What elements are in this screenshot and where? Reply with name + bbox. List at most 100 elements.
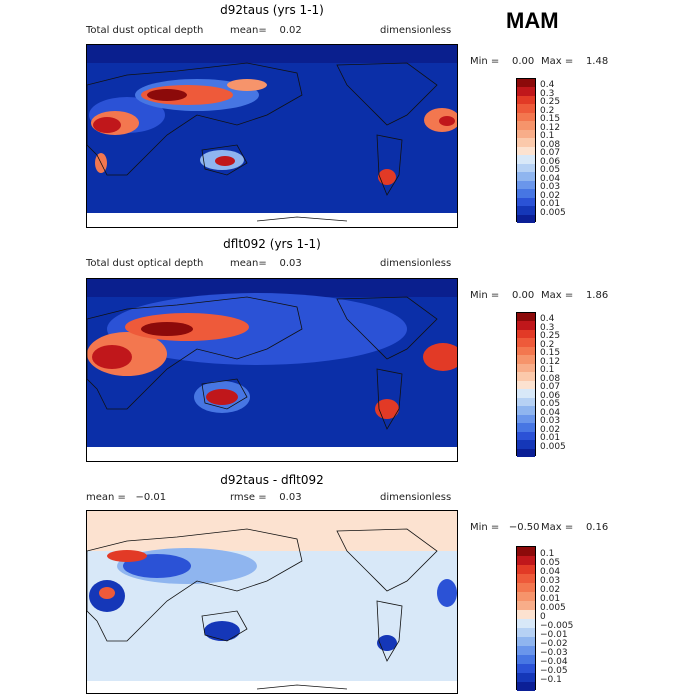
diff-sahara-pos bbox=[99, 587, 115, 599]
colorbar-segment bbox=[517, 380, 535, 390]
colorbar-tick-label: −0.03 bbox=[540, 648, 568, 658]
colorbar-tick-label: −0.04 bbox=[540, 657, 568, 667]
colorbar-tick-label: 0.02 bbox=[540, 424, 561, 435]
continent-eurasia-africa bbox=[87, 296, 303, 410]
colorbar-segment bbox=[517, 619, 535, 628]
panel-2-variable-label: Total dust optical depth bbox=[86, 258, 204, 269]
panel-3-map-svg bbox=[87, 511, 457, 693]
missing-data-band bbox=[87, 213, 457, 227]
colorbar-segment bbox=[517, 172, 535, 181]
colorbar-segment bbox=[517, 610, 535, 619]
colorbar-segment bbox=[517, 121, 535, 130]
panel-1-max: Max = 1.48 bbox=[541, 56, 609, 67]
colorbar-segment bbox=[517, 206, 535, 215]
missing-data-band bbox=[87, 447, 457, 461]
colorbar-tick-label: 0.25 bbox=[540, 331, 561, 342]
colorbar-segment bbox=[517, 163, 535, 173]
diff-atlantic bbox=[437, 579, 457, 607]
diff-asia-pos bbox=[107, 550, 147, 562]
continent-australia bbox=[201, 144, 248, 176]
panel-1-min: Min = 0.00 bbox=[470, 56, 535, 67]
panel-2-colorbar bbox=[516, 312, 536, 457]
plume-sahara-core bbox=[92, 345, 132, 369]
colorbar-segment bbox=[517, 431, 535, 441]
plume-asia-core bbox=[147, 89, 187, 101]
colorbar-segment bbox=[517, 655, 535, 664]
continent-australia bbox=[201, 378, 248, 410]
panel-2-units: dimensionless bbox=[380, 258, 452, 269]
colorbar-tick-label: 0.12 bbox=[540, 122, 561, 133]
colorbar-tick-label: 0.15 bbox=[540, 348, 561, 359]
colorbar-segment bbox=[517, 592, 535, 601]
colorbar-tick-label: 0.1 bbox=[540, 131, 555, 142]
colorbar-segment bbox=[517, 637, 535, 646]
panel-2-title: dflt092 (yrs 1-1) bbox=[223, 237, 321, 251]
colorbar-tick-label: 0.3 bbox=[540, 322, 555, 333]
colorbar-segment bbox=[517, 329, 535, 339]
colorbar-tick-label: −0.1 bbox=[540, 675, 562, 685]
colorbar-tick-label: 0.02 bbox=[540, 585, 561, 595]
colorbar-segment bbox=[517, 313, 535, 322]
colorbar-tick-label: 0.03 bbox=[540, 576, 561, 586]
colorbar-tick-label: 0.08 bbox=[540, 139, 561, 150]
colorbar-segment bbox=[517, 129, 535, 139]
continent-south-america bbox=[376, 134, 403, 196]
panel-2-min: Min = 0.00 bbox=[470, 290, 535, 301]
colorbar-segment bbox=[517, 138, 535, 147]
colorbar-tick-label: 0.04 bbox=[540, 173, 561, 184]
panel-1-map-svg bbox=[87, 45, 457, 227]
colorbar-segment bbox=[517, 547, 535, 556]
arctic-band bbox=[87, 279, 457, 297]
colorbar-tick-label: −0.01 bbox=[540, 630, 568, 640]
continent-eurasia-africa bbox=[87, 62, 303, 176]
continent-antarctica bbox=[256, 684, 348, 690]
season-label: MAM bbox=[506, 8, 559, 33]
arctic-band bbox=[87, 45, 457, 63]
continent-north-america bbox=[336, 528, 438, 592]
colorbar-tick-label: 0.25 bbox=[540, 97, 561, 108]
panel-3-mean: mean = −0.01 bbox=[86, 492, 167, 503]
panel-3-rmse: rmse = 0.03 bbox=[230, 492, 302, 503]
colorbar-tick-label: 0.3 bbox=[540, 88, 555, 99]
plume-gobi bbox=[227, 79, 267, 91]
panel-1-map bbox=[86, 44, 458, 228]
panel-2-map-svg bbox=[87, 279, 457, 461]
plume-south-america bbox=[378, 169, 396, 185]
colorbar-segment bbox=[517, 87, 535, 96]
colorbar-tick-label: 0.15 bbox=[540, 114, 561, 125]
colorbar-tick-label: 0.005 bbox=[540, 441, 566, 452]
colorbar-tick-label: 0.2 bbox=[540, 105, 555, 116]
plume-sahara-core bbox=[93, 117, 121, 133]
panel-3-units: dimensionless bbox=[380, 492, 452, 503]
colorbar-segment bbox=[517, 112, 535, 122]
colorbar-segment bbox=[517, 646, 535, 655]
panel-2-mean: mean= 0.03 bbox=[230, 258, 302, 269]
colorbar-segment bbox=[517, 440, 535, 449]
colorbar-tick-label: −0.005 bbox=[540, 621, 574, 631]
panel-1-variable-label: Total dust optical depth bbox=[86, 25, 204, 36]
plume-atlantic bbox=[423, 343, 457, 371]
missing-data-band bbox=[87, 681, 457, 693]
colorbar-segment bbox=[517, 95, 535, 105]
colorbar-segment bbox=[517, 346, 535, 356]
colorbar-segment bbox=[517, 372, 535, 381]
colorbar-segment bbox=[517, 423, 535, 432]
colorbar-tick-label: 0.01 bbox=[540, 199, 561, 210]
colorbar-segment bbox=[517, 414, 535, 424]
colorbar-segment bbox=[517, 448, 535, 457]
colorbar-tick-label: 0.02 bbox=[540, 190, 561, 201]
panel-1-colorbar bbox=[516, 78, 536, 223]
colorbar-segment bbox=[517, 214, 535, 223]
panel-3-map bbox=[86, 510, 458, 694]
colorbar-segment bbox=[517, 673, 535, 682]
panel-1-title: d92taus (yrs 1-1) bbox=[220, 3, 324, 17]
diff-australia bbox=[204, 621, 240, 641]
colorbar-tick-label: 0.01 bbox=[540, 433, 561, 444]
colorbar-segment bbox=[517, 556, 535, 565]
north-positive-band bbox=[87, 511, 457, 551]
panel-1-mean: mean= 0.02 bbox=[230, 25, 302, 36]
continent-north-america bbox=[336, 296, 438, 360]
continent-south-america bbox=[376, 600, 403, 662]
colorbar-segment bbox=[517, 363, 535, 373]
colorbar-tick-label: 0.4 bbox=[540, 314, 555, 325]
